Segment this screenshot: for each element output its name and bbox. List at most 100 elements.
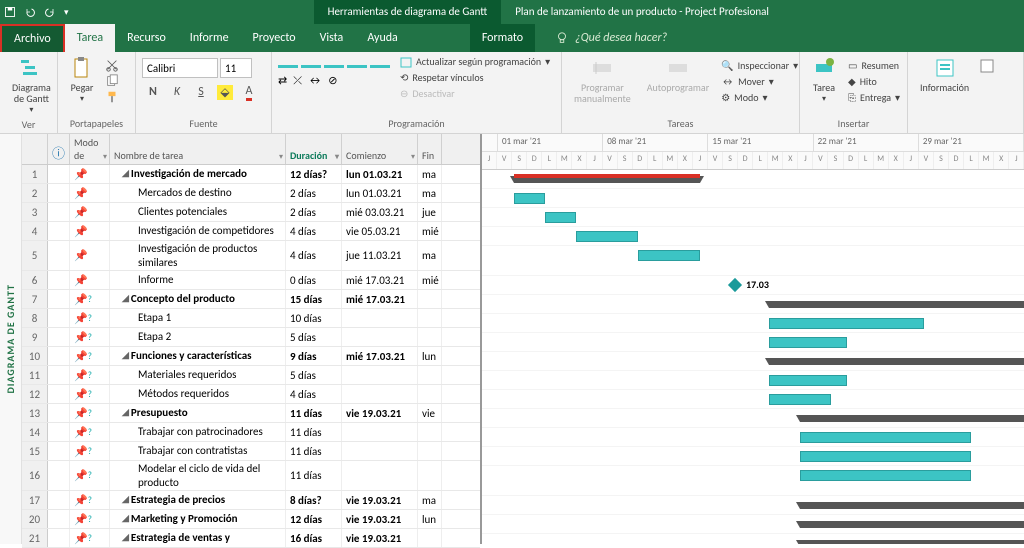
grid-header: ⓘ Modo de▾ Nombre de tarea▾ Duración▾ Co… — [22, 134, 480, 165]
deliverable-icon: ⎘ — [848, 91, 856, 104]
font-size-combo[interactable]: 11 — [220, 58, 252, 78]
info-icon: ⓘ — [52, 143, 65, 162]
undo-icon[interactable] — [24, 6, 36, 18]
table-row[interactable]: 11 📌? Materiales requeridos 5 días — [22, 366, 480, 385]
italic-button[interactable]: K — [166, 82, 188, 102]
deactivate-button[interactable]: ⊖Desactivar — [398, 86, 552, 101]
table-row[interactable]: 1 📌 ◢Investigación de mercado 12 días? l… — [22, 165, 480, 184]
tab-help[interactable]: Ayuda — [355, 24, 410, 52]
gantt-summary-bar[interactable] — [769, 301, 1024, 308]
gantt-summary-bar[interactable] — [800, 540, 1024, 544]
table-row[interactable]: 20 📌? ◢Marketing y Promoción 12 días vie… — [22, 510, 480, 529]
respect-links-button[interactable]: ⟲Respetar vínculos — [398, 70, 552, 85]
gantt-chart[interactable]: 01 mar '2108 mar '2115 mar '2122 mar '21… — [482, 134, 1024, 544]
pin-icon: 📌 — [74, 532, 88, 545]
table-row[interactable]: 5 📌 Investigación de productos similares… — [22, 241, 480, 271]
save-icon[interactable] — [4, 6, 16, 18]
view-label-sidebar: DIAGRAMA DE GANTT — [0, 134, 22, 544]
gantt-summary-bar[interactable] — [769, 358, 1024, 365]
gantt-bar[interactable] — [800, 451, 971, 462]
table-row[interactable]: 17 📌? ◢Estrategia de precios 8 días? vie… — [22, 491, 480, 510]
milestone-marker[interactable] — [728, 278, 742, 292]
timeline-header: 01 mar '2108 mar '2115 mar '2122 mar '21… — [482, 134, 1024, 170]
calendar-icon — [400, 56, 412, 68]
table-row[interactable]: 12 📌? Métodos requeridos 4 días — [22, 385, 480, 404]
update-schedule-button[interactable]: Actualizar según programación ▾ — [398, 54, 552, 69]
gantt-bar[interactable] — [514, 193, 545, 204]
indent-buttons[interactable]: ▬▬▬▬▬▬▬▬▬▬ — [278, 58, 390, 71]
gantt-bar[interactable] — [769, 394, 831, 405]
pin-icon: 📌 — [74, 249, 88, 262]
paste-button[interactable]: Pegar▾ — [64, 54, 100, 106]
information-button[interactable]: Información — [914, 54, 975, 95]
col-start[interactable]: Comienzo▾ — [342, 134, 418, 164]
cut-icon[interactable] — [104, 58, 120, 72]
gantt-bar[interactable] — [800, 470, 971, 481]
col-mode[interactable]: Modo de▾ — [70, 134, 110, 164]
font-name-combo[interactable]: Calibri — [142, 58, 218, 78]
table-row[interactable]: 14 📌? Trabajar con patrocinadores 11 día… — [22, 423, 480, 442]
gantt-bar[interactable] — [576, 231, 638, 242]
table-row[interactable]: 13 📌? ◢Presupuesto 11 días vie 19.03.21 … — [22, 404, 480, 423]
col-info[interactable]: ⓘ — [48, 134, 70, 164]
pin-icon: 📌 — [74, 293, 88, 306]
table-row[interactable]: 7 📌? ◢Concepto del producto 15 días mié … — [22, 290, 480, 309]
tab-project[interactable]: Proyecto — [241, 24, 308, 52]
notes-icon[interactable] — [979, 58, 995, 74]
insert-task-button[interactable]: Tarea▾ — [806, 54, 842, 106]
gantt-summary-bar[interactable] — [800, 415, 1024, 422]
format-painter-icon[interactable] — [104, 90, 120, 104]
underline-button[interactable]: S — [190, 82, 212, 102]
gantt-bar[interactable] — [769, 318, 924, 329]
font-color-button[interactable]: A — [238, 82, 260, 102]
gantt-summary-bar[interactable] — [800, 502, 1024, 509]
manual-schedule-button[interactable]: Programar manualmente — [568, 54, 637, 106]
gantt-bar[interactable] — [769, 375, 847, 386]
table-row[interactable]: 15 📌? Trabajar con contratistas 11 días — [22, 442, 480, 461]
tab-format[interactable]: Formato — [470, 24, 535, 52]
gantt-view-button[interactable]: Diagrama de Gantt▾ — [6, 54, 57, 117]
pin-icon: 📌 — [74, 312, 88, 325]
gantt-bar[interactable] — [545, 212, 576, 223]
table-row[interactable]: 8 📌? Etapa 1 10 días — [22, 309, 480, 328]
qa-dropdown-icon[interactable]: ▾ — [64, 7, 69, 18]
table-row[interactable]: 16 📌? Modelar el ciclo de vida del produ… — [22, 461, 480, 491]
tell-me[interactable]: ¿Qué desea hacer? — [535, 24, 687, 52]
link-buttons[interactable]: ⇄⤫↔⊘ — [278, 74, 390, 88]
gantt-bar[interactable] — [769, 337, 847, 348]
col-duration[interactable]: Duración▾ — [286, 134, 342, 164]
col-finish[interactable]: Fin — [418, 134, 442, 164]
tab-task[interactable]: Tarea — [65, 24, 115, 52]
table-row[interactable]: 2 📌 Mercados de destino 2 días lun 01.03… — [22, 184, 480, 203]
grid-body[interactable]: 1 📌 ◢Investigación de mercado 12 días? l… — [22, 165, 480, 548]
col-name[interactable]: Nombre de tarea▾ — [110, 134, 286, 164]
milestone-button[interactable]: ◆Hito — [846, 74, 902, 89]
deliverable-button[interactable]: ⎘Entrega ▾ — [846, 90, 902, 105]
tab-view[interactable]: Vista — [308, 24, 356, 52]
tab-report[interactable]: Informe — [178, 24, 241, 52]
summary-button[interactable]: ▭Resumen — [846, 58, 902, 73]
pin-icon: 📌 — [74, 388, 88, 401]
gantt-bar[interactable] — [800, 432, 971, 443]
move-button[interactable]: ↔Mover ▾ — [719, 74, 800, 89]
table-row[interactable]: 4 📌 Investigación de competidores 4 días… — [22, 222, 480, 241]
redo-icon[interactable] — [44, 6, 56, 18]
link-icon: ⟲ — [400, 71, 408, 84]
table-row[interactable]: 3 📌 Clientes potenciales 2 días mié 03.0… — [22, 203, 480, 222]
table-row[interactable]: 10 📌? ◢Funciones y características 9 día… — [22, 347, 480, 366]
tab-file[interactable]: Archivo — [0, 24, 65, 52]
mode-button[interactable]: ⚙Modo ▾ — [719, 90, 800, 105]
copy-icon[interactable] — [104, 74, 120, 88]
table-row[interactable]: 21 📌? ◢Estrategia de ventas y 16 días vi… — [22, 529, 480, 548]
bold-button[interactable]: N — [142, 82, 164, 102]
fill-color-button[interactable]: ⬙ — [214, 82, 236, 102]
auto-schedule-button[interactable]: Autoprogramar — [641, 54, 715, 95]
table-row[interactable]: 9 📌? Etapa 2 5 días — [22, 328, 480, 347]
gantt-summary-bar[interactable] — [800, 521, 1024, 528]
pin-icon: 📌 — [74, 350, 88, 363]
gantt-bar[interactable] — [638, 250, 700, 261]
ribbon-tabs: Archivo Tarea Recurso Informe Proyecto V… — [0, 24, 1024, 52]
table-row[interactable]: 6 📌 Informe 0 días mié 17.03.21 mié — [22, 271, 480, 290]
tab-resource[interactable]: Recurso — [115, 24, 178, 52]
inspect-button[interactable]: 🔍Inspeccionar ▾ — [719, 58, 800, 73]
